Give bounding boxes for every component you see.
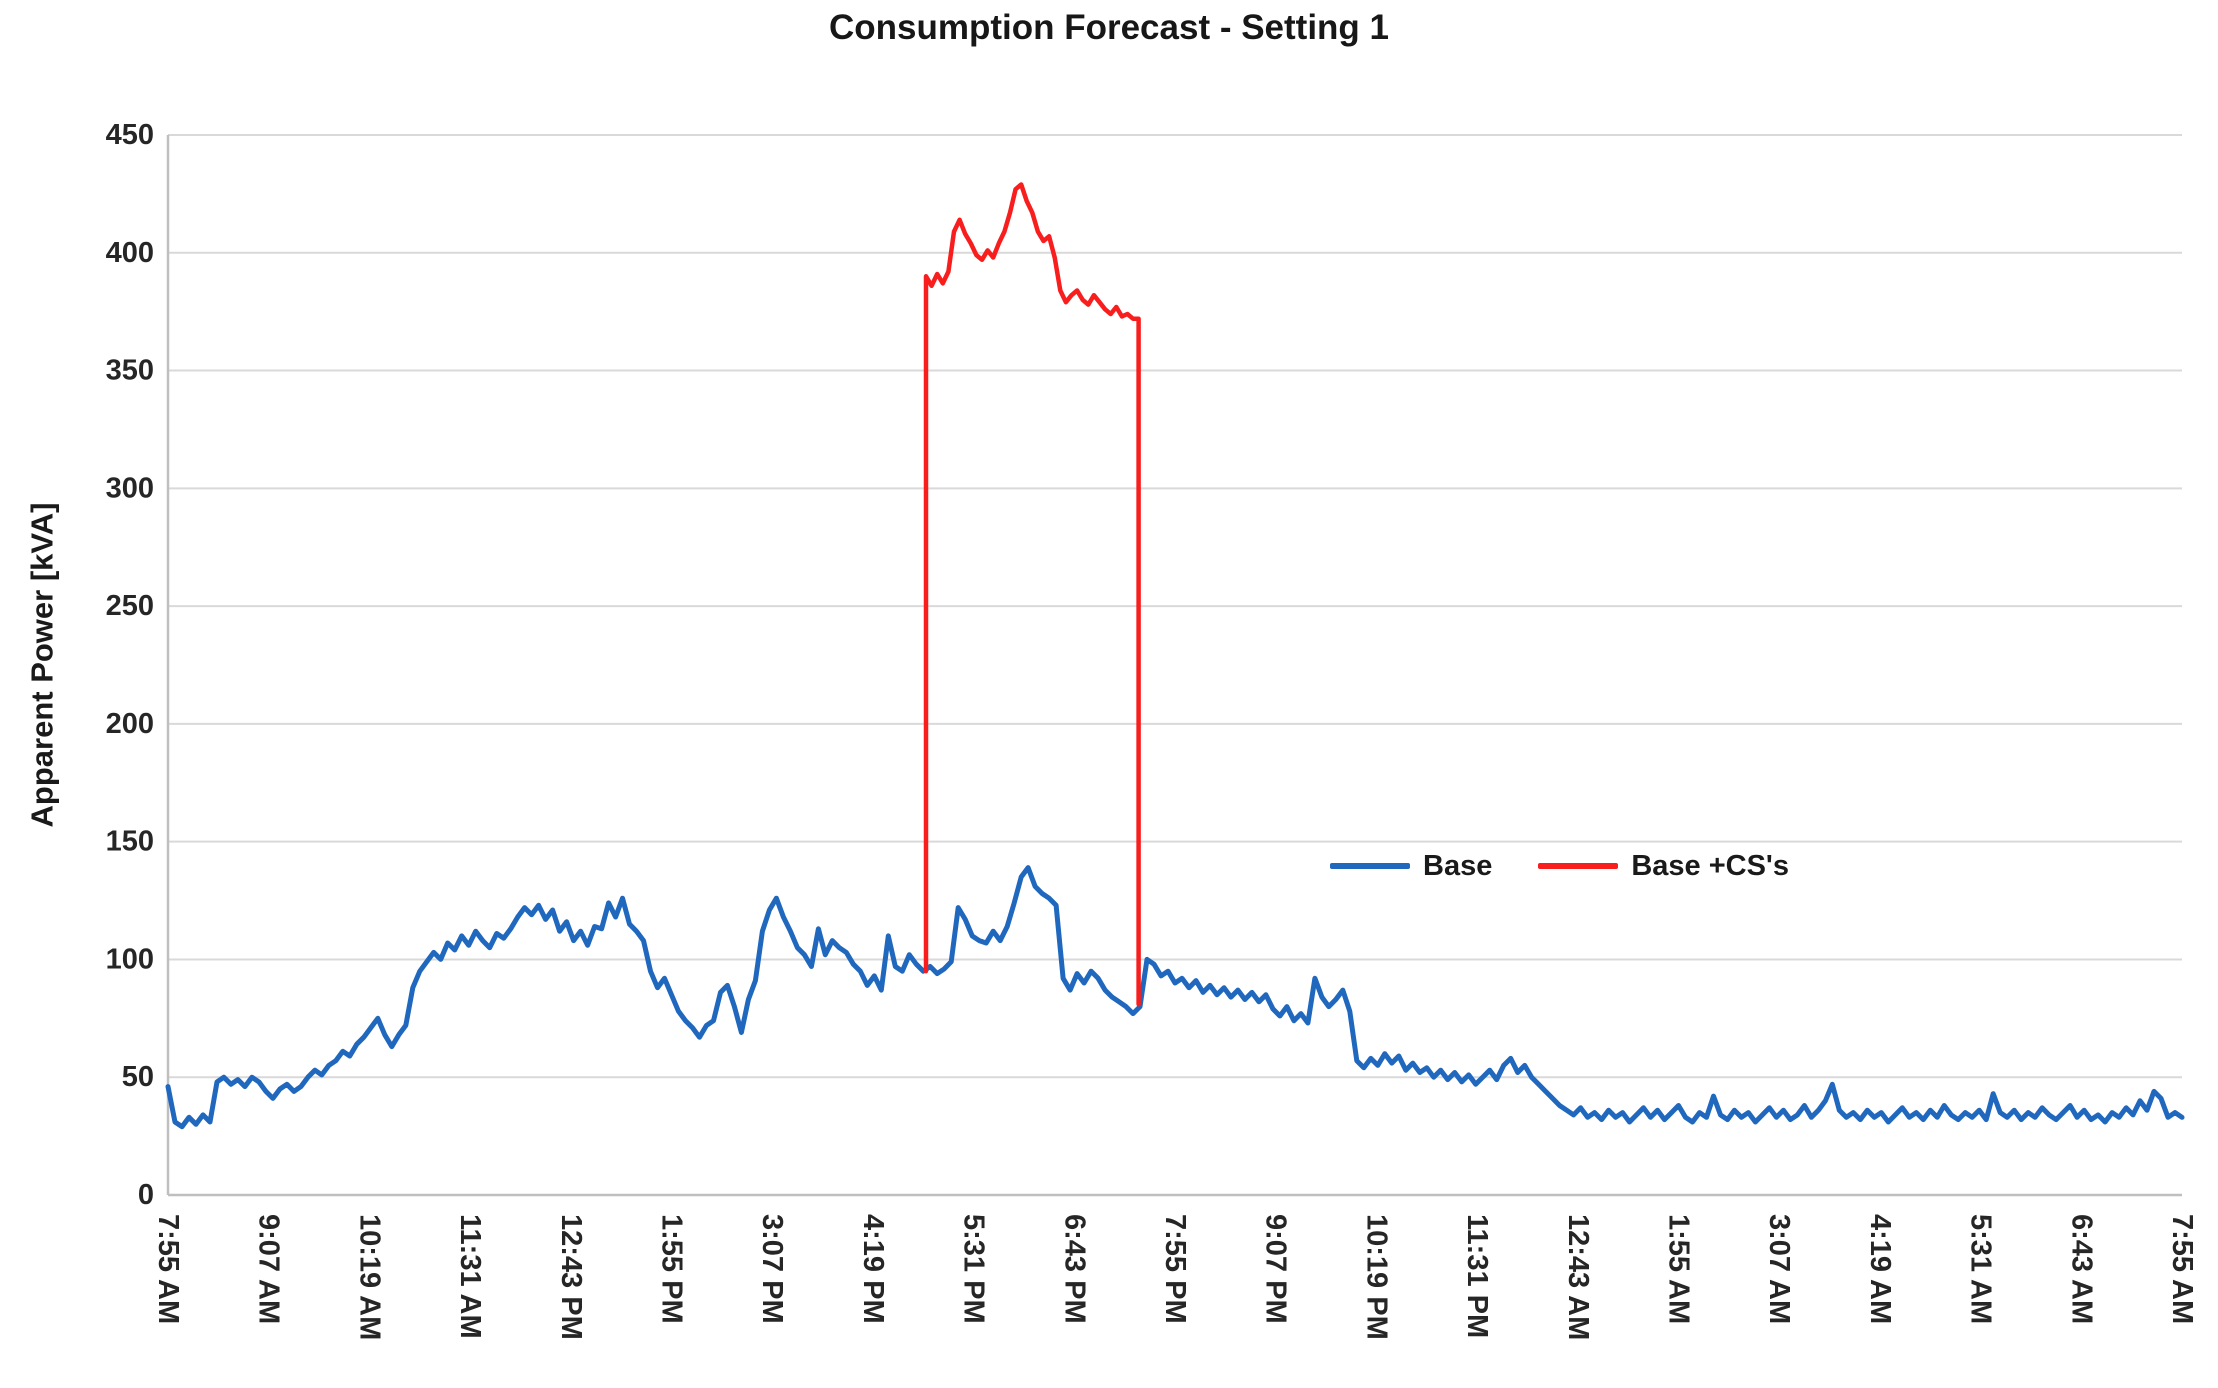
x-tick-label-8: 5:31 PM bbox=[958, 1214, 990, 1324]
x-tick-label-15: 1:55 AM bbox=[1663, 1214, 1695, 1324]
base-line-swatch bbox=[1330, 863, 1410, 869]
y-tick-label-250: 250 bbox=[106, 590, 154, 622]
legend-label-base: Base bbox=[1423, 849, 1493, 882]
legend-label-base-cs: Base +CS's bbox=[1631, 849, 1789, 882]
x-tick-label-11: 9:07 PM bbox=[1260, 1214, 1292, 1324]
x-tick-label-0: 7:55 AM bbox=[152, 1214, 184, 1324]
x-tick-label-6: 3:07 PM bbox=[756, 1214, 788, 1324]
y-axis-title: Apparent Power [kVA] bbox=[25, 503, 60, 828]
x-tick-label-20: 7:55 AM bbox=[2166, 1214, 2198, 1324]
y-tick-label-200: 200 bbox=[106, 708, 154, 740]
x-tick-label-16: 3:07 AM bbox=[1763, 1214, 1795, 1324]
y-tick-label-0: 0 bbox=[138, 1179, 154, 1211]
x-tick-label-7: 4:19 PM bbox=[857, 1214, 889, 1324]
x-tick-label-18: 5:31 AM bbox=[1965, 1214, 1997, 1324]
x-tick-label-13: 11:31 PM bbox=[1461, 1214, 1493, 1338]
base-series-line bbox=[165, 865, 2185, 1130]
legend: Base Base +CS's bbox=[1330, 846, 1789, 886]
y-tick-label-450: 450 bbox=[106, 119, 154, 151]
x-tick-label-1: 9:07 AM bbox=[253, 1214, 285, 1324]
x-tick-label-4: 12:43 PM bbox=[555, 1214, 587, 1340]
x-tick-label-2: 10:19 AM bbox=[353, 1214, 385, 1340]
y-tick-label-400: 400 bbox=[106, 237, 154, 269]
x-tick-label-14: 12:43 AM bbox=[1562, 1214, 1594, 1340]
x-tick-label-9: 6:43 PM bbox=[1058, 1214, 1090, 1324]
x-tick-label-10: 7:55 PM bbox=[1159, 1214, 1191, 1324]
chart-title: Consumption Forecast - Setting 1 bbox=[828, 8, 1390, 47]
base-cs-line-swatch bbox=[1538, 863, 1619, 869]
y-tick-label-300: 300 bbox=[106, 472, 154, 504]
y-tick-label-100: 100 bbox=[106, 943, 154, 975]
y-tick-label-50: 50 bbox=[122, 1061, 154, 1093]
x-tick-label-19: 6:43 AM bbox=[2065, 1214, 2097, 1324]
legend-item-base-cs: Base +CS's bbox=[1538, 850, 1789, 883]
x-tick-label-17: 4:19 AM bbox=[1864, 1214, 1896, 1324]
y-tick-label-150: 150 bbox=[106, 826, 154, 858]
x-tick-label-12: 10:19 PM bbox=[1360, 1214, 1392, 1340]
x-tick-label-3: 11:31 AM bbox=[454, 1214, 486, 1339]
base-cs-series-line bbox=[923, 182, 1141, 1007]
legend-item-base: Base bbox=[1330, 850, 1492, 883]
y-tick-label-350: 350 bbox=[106, 355, 154, 387]
x-tick-label-5: 1:55 PM bbox=[656, 1214, 688, 1324]
